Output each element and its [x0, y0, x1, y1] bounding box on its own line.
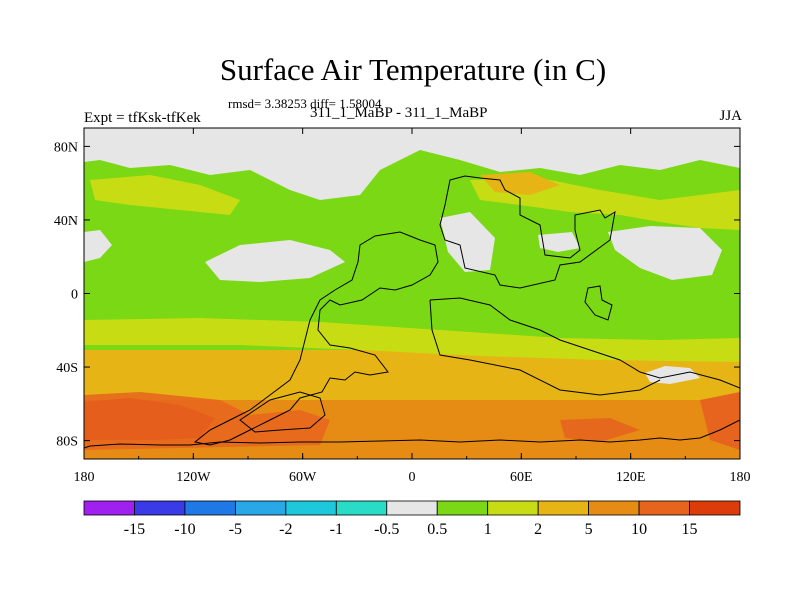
colorbar-swatch: [234, 500, 287, 516]
colorbar-swatch: [335, 500, 388, 516]
y-tick-label: 0: [71, 288, 78, 303]
colorbar-label: -15: [124, 521, 145, 538]
colorbar-label: -0.5: [374, 521, 399, 538]
x-axis: 180 120W 60W 0 60E 120E 180: [74, 128, 751, 485]
outline-south-continent: [84, 297, 740, 449]
field-orange-pacific: [560, 418, 640, 442]
colorbar-label: -10: [174, 521, 195, 538]
colorbar-swatch: [386, 500, 438, 516]
runs-label: 311_1_MaBP - 311_1_MaBP: [310, 105, 488, 121]
outline-continent-main: [439, 175, 616, 289]
x-tick-label: 120E: [616, 470, 646, 485]
colorbar-label: -1: [330, 521, 343, 538]
chart-title: Surface Air Temperature (in C): [219, 52, 607, 87]
colorbar-swatch: [285, 500, 337, 516]
colorbar-label: 2: [534, 521, 542, 538]
field-grey-westpac: [84, 230, 112, 262]
colorbar-label: -5: [229, 521, 242, 538]
field-arctic-grey: [84, 128, 740, 200]
field-redorange-southwest: [84, 392, 330, 450]
y-tick-label: 80N: [54, 140, 78, 155]
x-tick-label: 120W: [176, 470, 211, 485]
field-yellow-west: [90, 175, 240, 215]
colorbar-swatch: [537, 500, 590, 516]
colorbar-swatch: [436, 500, 489, 516]
colorbar-swatch: [487, 500, 539, 516]
colorbar-label: 1: [484, 521, 492, 538]
y-tick-label: 40N: [54, 214, 78, 229]
colorbar-swatch: [588, 500, 640, 516]
field-yellow-south: [84, 318, 740, 362]
colorbar-swatch: [83, 500, 135, 516]
outline-continent-west: [193, 231, 439, 446]
x-tick-label: 180: [730, 470, 751, 485]
colorbar: -15 -10 -5 -2 -1 -0.5 0.5 1 2 5 10 15: [83, 500, 741, 538]
field-grey-india: [538, 232, 580, 252]
outline-south-inner: [429, 299, 661, 396]
stats-line: rmsd= 3.38253 diff= 1.58004: [228, 96, 382, 111]
experiment-label: Expt = tfKsk-tfKek: [84, 110, 201, 126]
field-grey-pacific: [205, 240, 345, 282]
temperature-field: [84, 128, 740, 459]
y-tick-label: 80S: [56, 435, 78, 450]
colorbar-swatch: [184, 500, 236, 516]
colorbar-swatch: [638, 500, 690, 516]
field-orange-asia: [480, 172, 560, 195]
x-tick-label: 60W: [289, 470, 317, 485]
colorbar-label: 10: [631, 521, 647, 538]
colorbar-label: -2: [279, 521, 292, 538]
field-orange-east: [700, 392, 740, 450]
colorbar-label: 15: [682, 521, 698, 538]
continent-outlines: [84, 175, 740, 449]
field-grey-asia: [608, 226, 722, 280]
y-tick-label: 40S: [56, 361, 78, 376]
field-grey-central: [440, 212, 495, 272]
outline-island-east: [584, 285, 613, 321]
x-tick-label: 180: [74, 470, 95, 485]
colorbar-label: 5: [585, 521, 593, 538]
x-tick-label: 60E: [510, 470, 533, 485]
x-tick-label: 0: [409, 470, 416, 485]
colorbar-swatch: [134, 500, 186, 516]
y-axis: 80N 40N 0 40S 80S: [54, 140, 740, 450]
outline-inner-south: [239, 391, 326, 433]
season-label: JJA: [719, 108, 742, 124]
colorbar-swatch: [689, 500, 741, 516]
colorbar-label: 0.5: [427, 521, 447, 538]
